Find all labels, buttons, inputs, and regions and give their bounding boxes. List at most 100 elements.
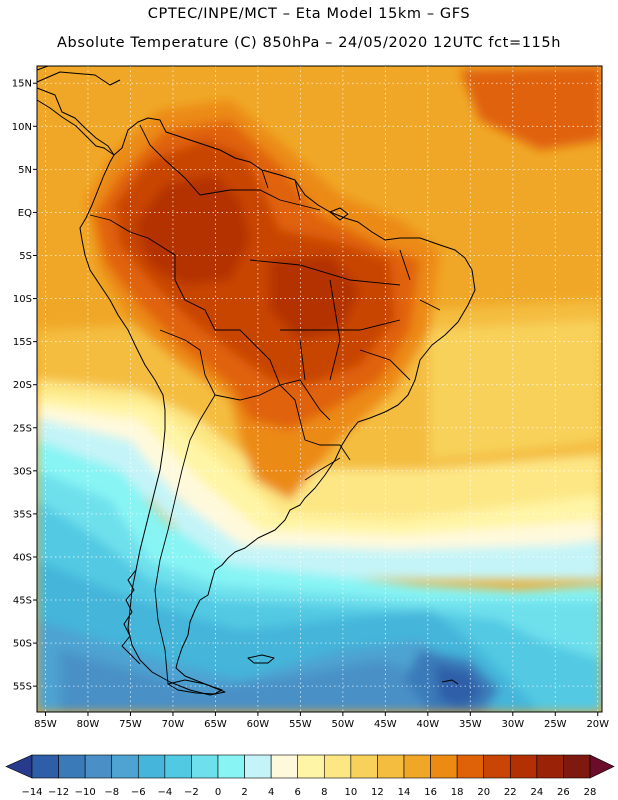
colorbar-swatch <box>31 754 59 779</box>
lon-label: 25W <box>544 719 567 730</box>
colorbar-swatch <box>84 754 113 779</box>
lon-label: 60W <box>247 719 270 730</box>
warm-ne <box>460 66 602 150</box>
colorbar-label: 14 <box>398 787 411 798</box>
border-brazil-paraguay <box>279 379 331 421</box>
lon-label: 65W <box>204 719 227 730</box>
lon-label: 50W <box>332 719 355 730</box>
title-line-1: CPTEC/INPE/MCT – Eta Model 15km – GFS <box>147 6 471 22</box>
yucatan-coast <box>36 65 49 71</box>
colorbar-label: 18 <box>451 787 464 798</box>
colorbar-label: 28 <box>584 787 597 798</box>
border-colombia-ecuador-peru <box>89 214 149 239</box>
tierra-del-fuego <box>167 679 223 695</box>
colorbar-label: 16 <box>424 787 437 798</box>
colorbar-label: 6 <box>295 787 301 798</box>
title-line-2: Absolute Temperature (C) 850hPa – 24/05/… <box>57 35 561 51</box>
lat-label: 50S <box>13 639 32 650</box>
lat-label: 55S <box>13 682 32 693</box>
colorbar-swatch <box>430 754 458 779</box>
colorbar-label: −2 <box>184 787 199 798</box>
marajo-island <box>329 207 349 221</box>
colorbar-swatch <box>536 754 564 779</box>
lat-label: 20S <box>13 380 32 391</box>
lat-label: EQ <box>18 208 32 219</box>
colorbar-label: 10 <box>344 787 357 798</box>
colorbar-label: 26 <box>557 787 570 798</box>
lat-label: 45S <box>13 596 32 607</box>
colorbar-swatch <box>270 754 299 779</box>
colorbar-label: −4 <box>157 787 172 798</box>
lon-label: 55W <box>289 719 312 730</box>
colorbar-label: 0 <box>215 787 221 798</box>
lon-label: 30W <box>501 719 524 730</box>
lon-label: 35W <box>459 719 482 730</box>
colorbar-swatch <box>483 754 511 779</box>
band-m8 <box>60 650 470 712</box>
borders <box>89 124 441 685</box>
lat-label: 35S <box>13 509 32 520</box>
colorbar-label: 2 <box>241 787 247 798</box>
border-bolivia-brazil <box>215 329 281 386</box>
band-4 <box>37 418 602 580</box>
map-frame <box>36 65 603 713</box>
colorbar-label: 22 <box>504 787 517 798</box>
colorbar-label: 20 <box>477 787 490 798</box>
border-peru-brazil <box>147 237 216 331</box>
border-chile-argentina <box>154 394 216 685</box>
lon-label: 75W <box>119 719 142 730</box>
border-brazil-north <box>199 189 321 211</box>
colorbar-swatch <box>563 754 591 779</box>
longitude-axis: 85W 80W 75W 70W 65W 60W 55W 50W 45W 40W 35W 30W 25W 2… <box>34 712 609 730</box>
colorbar-right-arrow <box>589 754 615 779</box>
lat-label: 15S <box>13 337 32 348</box>
colorbar-label: −10 <box>75 787 96 798</box>
lon-label: 40W <box>417 719 440 730</box>
lat-label: 40S <box>13 552 32 563</box>
colorbar-swatch <box>509 754 538 779</box>
temperature-field <box>37 66 602 712</box>
colorbar-label: −6 <box>131 787 146 798</box>
lon-label: 45W <box>374 719 397 730</box>
falklands <box>247 654 275 664</box>
colorbar-swatch <box>164 754 192 779</box>
border-peru-bolivia <box>159 329 216 396</box>
colorbar-swatch <box>58 754 86 779</box>
caribbean-coast <box>36 71 121 86</box>
coastlines <box>36 65 476 696</box>
colorbar-label: −12 <box>48 787 69 798</box>
colorbar-swatch <box>111 754 139 779</box>
colorbar-swatch <box>297 754 325 779</box>
lon-label: 85W <box>34 719 57 730</box>
latitude-axis: 15N 10N 5N EQ 5S 10S 15S 20S 25S 30S 35S 40S 45S 50S 5… <box>12 79 37 693</box>
border-guianas <box>261 169 301 201</box>
border-uruguay <box>304 439 351 481</box>
lon-label: 70W <box>162 719 185 730</box>
lat-label: 15N <box>12 79 32 90</box>
chile-archipelago <box>121 569 141 665</box>
band-12 <box>37 380 602 525</box>
colorbar-label: −8 <box>104 787 119 798</box>
band-16-east <box>430 320 602 460</box>
colorbar-label: 8 <box>321 787 327 798</box>
border-colombia-venezuela <box>139 124 201 196</box>
lat-label: 10S <box>13 294 32 305</box>
band-8 <box>37 395 602 545</box>
south-america-coast <box>79 117 476 696</box>
colorbar-label: 12 <box>371 787 384 798</box>
colorbar-swatch <box>350 754 378 779</box>
colorbar-swatch <box>191 754 219 779</box>
colorbar-label: 4 <box>268 787 274 798</box>
lat-label: 10N <box>12 122 32 133</box>
colorbar-left-arrow <box>5 754 33 779</box>
lat-label: 5S <box>19 251 32 262</box>
brazil-states <box>249 249 441 381</box>
lon-label: 20W <box>586 719 609 730</box>
band-26 <box>135 175 250 285</box>
colorbar: −14 −12 −10 −8 −6 −4 −2 0 2 4 6 8 10 12 14 16 18 20 22 24 26… <box>5 754 615 798</box>
lat-label: 25S <box>13 423 32 434</box>
colorbar-swatch <box>137 754 166 779</box>
lat-label: 5N <box>18 165 32 176</box>
colorbar-swatch <box>456 754 485 779</box>
